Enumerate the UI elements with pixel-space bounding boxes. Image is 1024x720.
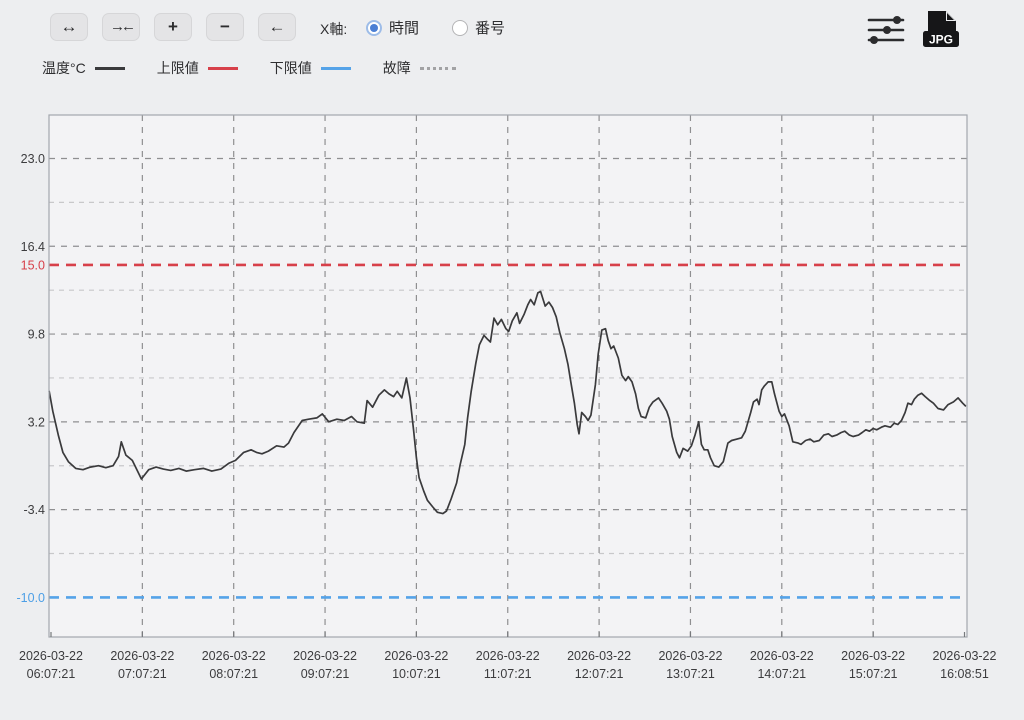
x-axis-mode-label: X軸: [320,21,348,37]
x-axis-label: 2026-03-22 13:07:21 [658,649,722,681]
radio-time-label: 時間 [389,20,420,37]
compress-horizontal-button[interactable]: →← [102,13,140,41]
zoom-in-button[interactable]: + [154,13,192,41]
x-axis-label: 2026-03-22 12:07:21 [567,649,631,681]
pan-left-button[interactable]: ← [258,13,296,41]
radio-number-label: 番号 [475,20,506,37]
x-axis-label: 2026-03-22 10:07:21 [384,649,448,681]
legend: 温度°C 上限値 下限値 故障 [42,58,456,78]
legend-lower-limit-label: 下限値 [269,60,312,76]
chart-svg[interactable]: 23.0 16.4 15.0 9.8 3.2 -3.4 -10.0 2026-03-22 06:… [0,100,1024,715]
toolbar: ↔ →← + − ← X軸: 時間 番号 [0,0,1024,52]
legend-item-upper-limit: 上限値 [157,58,238,78]
x-axis-label: 2026-03-22 09:07:21 [293,649,357,681]
chart-area[interactable]: 23.0 16.4 15.0 9.8 3.2 -3.4 -10.0 2026-03-22 06:… [0,100,1024,715]
plot-background[interactable] [49,115,967,637]
minus-icon: − [220,16,230,36]
radio-icon [366,19,382,36]
temperature-series-line [48,290,967,515]
x-axis-label: 2026-03-22 07:07:21 [110,649,174,681]
y-axis-label: 3.2 [28,415,45,429]
expand-horizontal-button[interactable]: ↔ [50,13,88,41]
jpg-file-icon: JPG [923,11,959,47]
x-axis-label: 2026-03-22 06:07:21 [19,649,83,681]
legend-upper-limit-label: 上限値 [156,60,199,76]
legend-item-fault: 故障 [383,58,456,78]
legend-item-temperature: 温度°C [42,58,125,78]
x-axis-mode-time-radio[interactable]: 時間 [366,17,419,38]
zoom-button-row: ↔ →← + − ← [50,13,296,41]
y-axis-label: 23.0 [21,152,45,166]
fault-line-swatch [419,66,456,70]
expand-horizontal-icon: ↔ [60,16,78,36]
compress-horizontal-icon: →← [110,17,136,35]
y-axis-label: -10.0 [17,591,46,605]
upper-limit-line-swatch [207,66,238,70]
export-jpg-button[interactable]: JPG [920,10,962,50]
legend-fault-label: 故障 [382,60,411,76]
x-axis-label: 2026-03-22 11:07:21 [476,649,540,681]
legend-temperature-label: 温度°C [42,60,86,76]
x-axis-label: 2026-03-22 08:07:21 [202,649,266,681]
zoom-out-button[interactable]: − [206,13,244,41]
svg-text:JPG: JPG [929,33,953,47]
arrow-left-icon: ← [268,16,286,36]
y-axis-label: 9.8 [28,328,45,342]
plus-icon: + [168,16,178,36]
x-axis-label: 2026-03-22 16:08:51 [933,649,997,681]
x-axis-mode-number-radio[interactable]: 番号 [452,17,505,38]
lower-limit-line-swatch [320,66,351,70]
y-axis-label: -3.4 [23,503,45,517]
sliders-icon [867,16,905,44]
y-axis-label: 15.0 [21,258,45,272]
temperature-line-swatch [94,66,125,70]
radio-icon [452,19,468,36]
x-axis-label: 2026-03-22 15:07:21 [841,649,905,681]
legend-item-lower-limit: 下限値 [270,58,351,78]
y-axis-label: 16.4 [21,240,45,254]
settings-button[interactable] [866,15,906,47]
x-axis-label: 2026-03-22 14:07:21 [750,649,814,681]
